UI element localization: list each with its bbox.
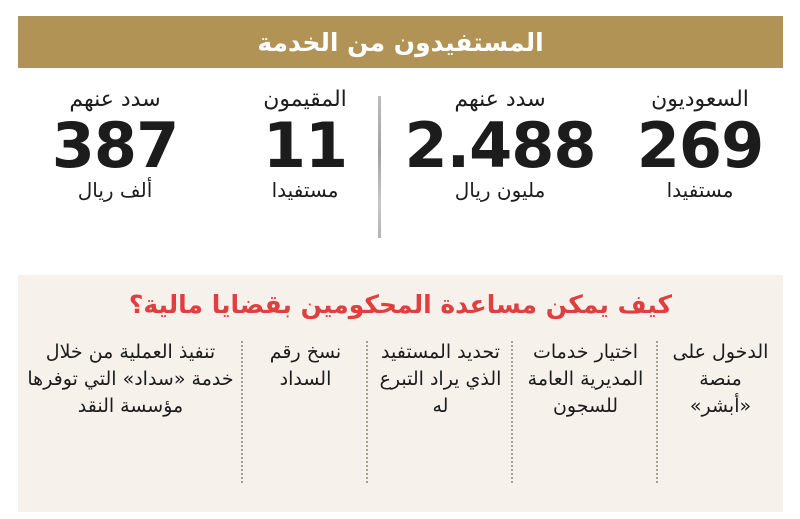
stat-label: سدد عنهم: [69, 87, 161, 112]
stat-block-saudis: السعوديون 269 مستفيدا: [600, 87, 800, 203]
stat-label: سدد عنهم: [454, 87, 546, 112]
stat-block-paid-saudis: سدد عنهم 2.488 مليون ريال: [400, 87, 600, 203]
steps-row: الدخول على منصة «أبشر» اختيار خدمات المد…: [18, 339, 783, 504]
page-title: المستفيدون من الخدمة: [257, 27, 544, 57]
steps-panel: كيف يمكن مساعدة المحكومين بقضايا مالية؟ …: [18, 275, 783, 512]
stat-label: السعوديون: [651, 87, 749, 112]
stat-label: المقيمون: [263, 87, 347, 112]
stats-vertical-divider: [378, 96, 381, 238]
stat-block-paid-residents: سدد عنهم 387 ألف ريال: [20, 87, 210, 203]
statistics-strip: السعوديون 269 مستفيدا سدد عنهم 2.488 ملي…: [0, 87, 800, 248]
step-item-4: نسخ رقم السداد: [243, 339, 368, 483]
header-banner: المستفيدون من الخدمة: [18, 16, 783, 68]
stat-unit: مليون ريال: [454, 178, 546, 203]
step-item-5: تنفيذ العملية من خلال خدمة «سداد» التي ت…: [18, 339, 243, 483]
stat-unit: مستفيدا: [271, 178, 339, 203]
stat-unit: مستفيدا: [666, 178, 734, 203]
stat-value: 387: [51, 109, 179, 183]
stat-value: 269: [636, 109, 764, 183]
stat-value: 11: [262, 109, 348, 183]
stat-block-residents: المقيمون 11 مستفيدا: [210, 87, 400, 203]
step-item-3: تحديد المستفيد الذي يراد التبرع له: [368, 339, 513, 483]
steps-heading: كيف يمكن مساعدة المحكومين بقضايا مالية؟: [128, 290, 673, 319]
step-item-2: اختيار خدمات المديرية العامة للسجون: [513, 339, 658, 483]
stat-unit: ألف ريال: [77, 178, 153, 203]
stat-value: 2.488: [404, 109, 596, 183]
step-item-1: الدخول على منصة «أبشر»: [672, 341, 769, 417]
